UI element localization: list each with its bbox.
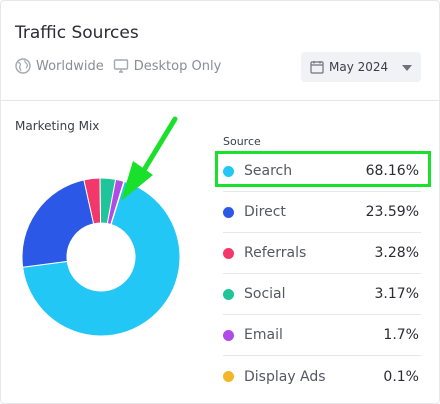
legend-item-search[interactable]: Search 68.16% (223, 151, 421, 192)
legend-label: Social (244, 286, 286, 302)
slice-search[interactable] (22, 180, 181, 337)
legend-value: 0.1% (383, 368, 419, 385)
card-title: Traffic Sources (15, 23, 139, 43)
legend-label: Direct (244, 204, 286, 220)
region-label: Worldwide (36, 58, 104, 74)
legend-value: 3.17% (374, 286, 419, 302)
legend-value: 23.59% (365, 204, 419, 220)
chart-label: Marketing Mix (15, 119, 100, 133)
date-dropdown[interactable]: May 2024 (301, 52, 421, 82)
legend-label: Search (244, 163, 293, 179)
card-header: Traffic Sources Worldwide Desktop Only (1, 1, 439, 101)
annotation-arrow (121, 116, 178, 201)
legend-dot (223, 288, 234, 300)
monitor-icon (113, 59, 128, 73)
chevron-down-icon (402, 65, 412, 71)
legend-value: 1.7% (383, 327, 419, 343)
legend-value: 68.16% (365, 163, 419, 179)
globe-icon (15, 58, 31, 74)
legend-item-email[interactable]: Email 1.7% (223, 315, 421, 356)
legend-label: Email (244, 327, 283, 343)
date-value: May 2024 (329, 60, 389, 74)
highlight-box (215, 151, 431, 187)
slice-direct[interactable] (21, 179, 95, 268)
region-filter[interactable]: Worldwide (15, 58, 104, 74)
calendar-icon (310, 61, 324, 74)
device-filter[interactable]: Desktop Only (113, 58, 222, 74)
legend-dot (223, 371, 234, 382)
legend-dot (223, 247, 234, 259)
legend-item-display-ads[interactable]: Display Ads 0.1% (223, 356, 421, 397)
legend-label: Display Ads (244, 368, 326, 385)
legend-item-direct[interactable]: Direct 23.59% (223, 192, 421, 233)
legend-value: 3.28% (374, 245, 419, 261)
device-label: Desktop Only (133, 58, 222, 74)
filters-row: Worldwide Desktop Only (15, 58, 230, 74)
legend-dot (223, 165, 234, 177)
donut-chart (21, 177, 181, 337)
slice-display-ads[interactable] (110, 180, 125, 226)
legend-dot (223, 206, 234, 218)
legend-item-social[interactable]: Social 3.17% (223, 274, 421, 315)
legend-item-referrals[interactable]: Referrals 3.28% (223, 233, 421, 274)
legend-dot (223, 329, 234, 341)
legend-title: Source (223, 135, 261, 148)
legend: Source Search 68.16% Direct 23.59% Referrals… (223, 135, 421, 397)
legend-label: Referrals (244, 245, 307, 261)
